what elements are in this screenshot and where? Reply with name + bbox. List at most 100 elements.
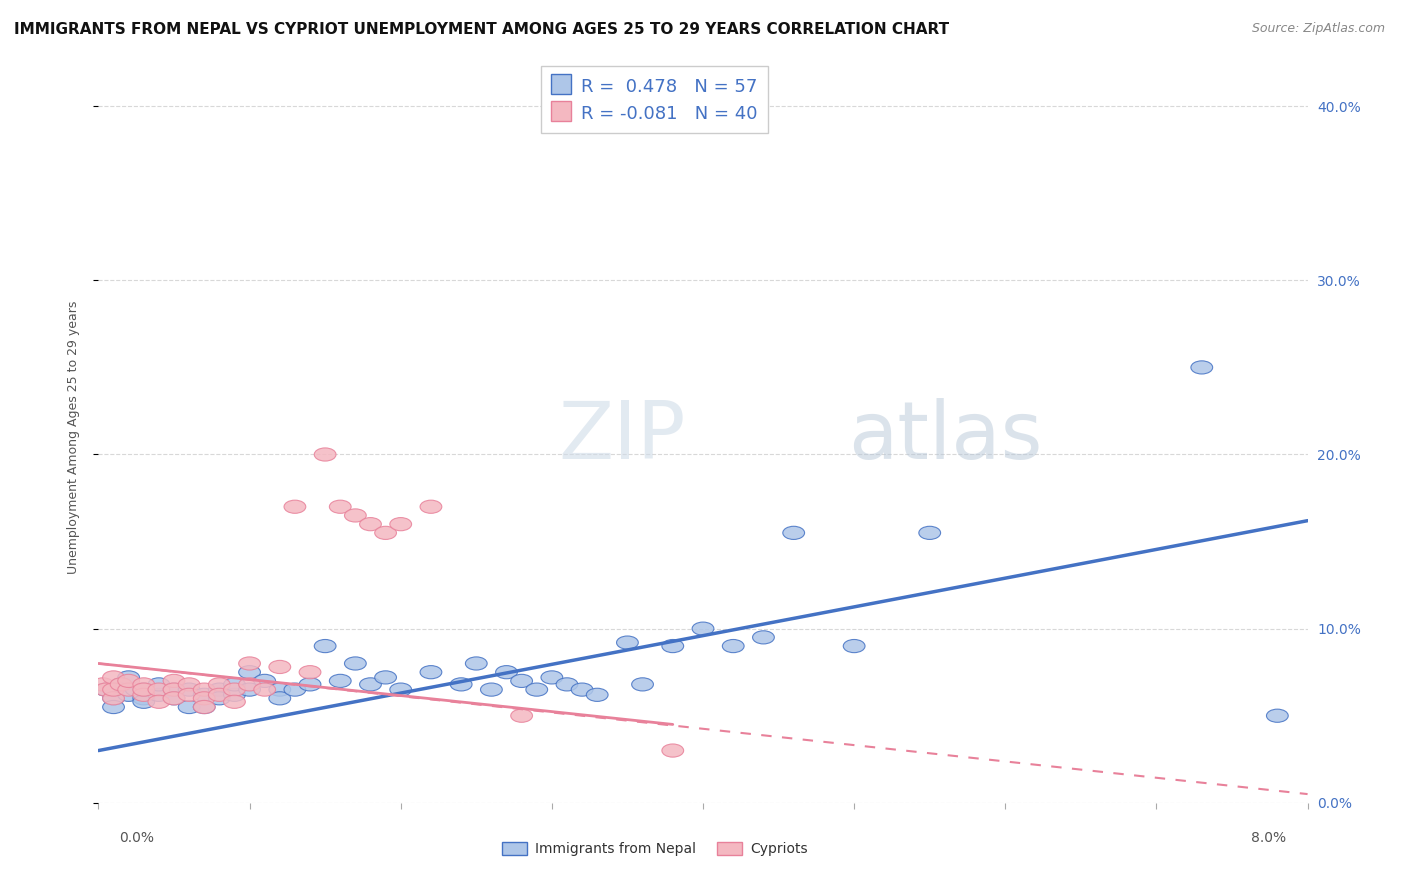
Ellipse shape	[134, 678, 155, 691]
Ellipse shape	[254, 683, 276, 696]
Ellipse shape	[269, 660, 291, 673]
Ellipse shape	[103, 683, 124, 696]
Ellipse shape	[375, 526, 396, 540]
Ellipse shape	[541, 671, 562, 684]
Ellipse shape	[315, 640, 336, 653]
Ellipse shape	[110, 678, 132, 691]
Ellipse shape	[329, 500, 352, 513]
Ellipse shape	[118, 671, 139, 684]
Ellipse shape	[134, 695, 155, 708]
Ellipse shape	[194, 683, 215, 696]
Ellipse shape	[91, 678, 114, 691]
Ellipse shape	[269, 683, 291, 696]
Ellipse shape	[450, 678, 472, 691]
Ellipse shape	[344, 508, 366, 522]
Ellipse shape	[103, 691, 124, 705]
Ellipse shape	[118, 674, 139, 688]
Ellipse shape	[224, 683, 245, 696]
Ellipse shape	[239, 678, 260, 691]
Ellipse shape	[134, 683, 155, 696]
Ellipse shape	[179, 689, 200, 701]
Text: ZIP: ZIP	[558, 398, 685, 476]
Ellipse shape	[208, 689, 231, 701]
Ellipse shape	[389, 517, 412, 531]
Ellipse shape	[586, 689, 607, 701]
Ellipse shape	[179, 683, 200, 696]
Ellipse shape	[208, 678, 231, 691]
Ellipse shape	[299, 678, 321, 691]
Ellipse shape	[125, 683, 148, 696]
Ellipse shape	[783, 526, 804, 540]
Ellipse shape	[163, 683, 184, 696]
Ellipse shape	[96, 683, 117, 696]
Ellipse shape	[194, 689, 215, 701]
Ellipse shape	[420, 500, 441, 513]
Ellipse shape	[420, 665, 441, 679]
Ellipse shape	[284, 683, 305, 696]
Ellipse shape	[224, 695, 245, 708]
Ellipse shape	[571, 683, 593, 696]
Ellipse shape	[163, 683, 184, 696]
Ellipse shape	[617, 636, 638, 649]
Ellipse shape	[465, 657, 486, 670]
Ellipse shape	[510, 709, 533, 723]
Ellipse shape	[692, 622, 714, 635]
Ellipse shape	[103, 700, 124, 714]
Text: 8.0%: 8.0%	[1251, 831, 1286, 846]
Ellipse shape	[179, 678, 200, 691]
Text: 0.0%: 0.0%	[120, 831, 155, 846]
Ellipse shape	[1191, 361, 1212, 374]
Ellipse shape	[752, 631, 775, 644]
Ellipse shape	[118, 683, 139, 696]
Ellipse shape	[110, 678, 132, 691]
Ellipse shape	[118, 689, 139, 701]
Ellipse shape	[239, 683, 260, 696]
Ellipse shape	[375, 671, 396, 684]
Ellipse shape	[481, 683, 502, 696]
Ellipse shape	[224, 678, 245, 691]
Ellipse shape	[134, 689, 155, 701]
Ellipse shape	[329, 674, 352, 688]
Ellipse shape	[496, 665, 517, 679]
Ellipse shape	[557, 678, 578, 691]
Ellipse shape	[526, 683, 547, 696]
Ellipse shape	[844, 640, 865, 653]
Ellipse shape	[315, 448, 336, 461]
Ellipse shape	[148, 695, 170, 708]
Ellipse shape	[163, 674, 184, 688]
Ellipse shape	[299, 665, 321, 679]
Ellipse shape	[103, 691, 124, 705]
Ellipse shape	[148, 683, 170, 696]
Ellipse shape	[208, 683, 231, 696]
Ellipse shape	[163, 691, 184, 705]
Ellipse shape	[389, 683, 412, 696]
Ellipse shape	[254, 674, 276, 688]
Ellipse shape	[224, 689, 245, 701]
Ellipse shape	[360, 517, 381, 531]
Ellipse shape	[344, 657, 366, 670]
Ellipse shape	[631, 678, 654, 691]
Ellipse shape	[510, 674, 533, 688]
Ellipse shape	[194, 691, 215, 705]
Ellipse shape	[194, 700, 215, 714]
Ellipse shape	[194, 700, 215, 714]
Ellipse shape	[148, 689, 170, 701]
Ellipse shape	[163, 691, 184, 705]
Y-axis label: Unemployment Among Ages 25 to 29 years: Unemployment Among Ages 25 to 29 years	[67, 301, 80, 574]
Ellipse shape	[269, 691, 291, 705]
Ellipse shape	[284, 500, 305, 513]
Ellipse shape	[96, 683, 117, 696]
Ellipse shape	[723, 640, 744, 653]
Ellipse shape	[208, 691, 231, 705]
Ellipse shape	[134, 691, 155, 705]
Text: atlas: atlas	[848, 398, 1042, 476]
Ellipse shape	[920, 526, 941, 540]
Ellipse shape	[360, 678, 381, 691]
Ellipse shape	[103, 671, 124, 684]
Ellipse shape	[179, 700, 200, 714]
Ellipse shape	[239, 657, 260, 670]
Ellipse shape	[239, 665, 260, 679]
Ellipse shape	[662, 744, 683, 757]
Text: IMMIGRANTS FROM NEPAL VS CYPRIOT UNEMPLOYMENT AMONG AGES 25 TO 29 YEARS CORRELAT: IMMIGRANTS FROM NEPAL VS CYPRIOT UNEMPLO…	[14, 22, 949, 37]
Text: Source: ZipAtlas.com: Source: ZipAtlas.com	[1251, 22, 1385, 36]
